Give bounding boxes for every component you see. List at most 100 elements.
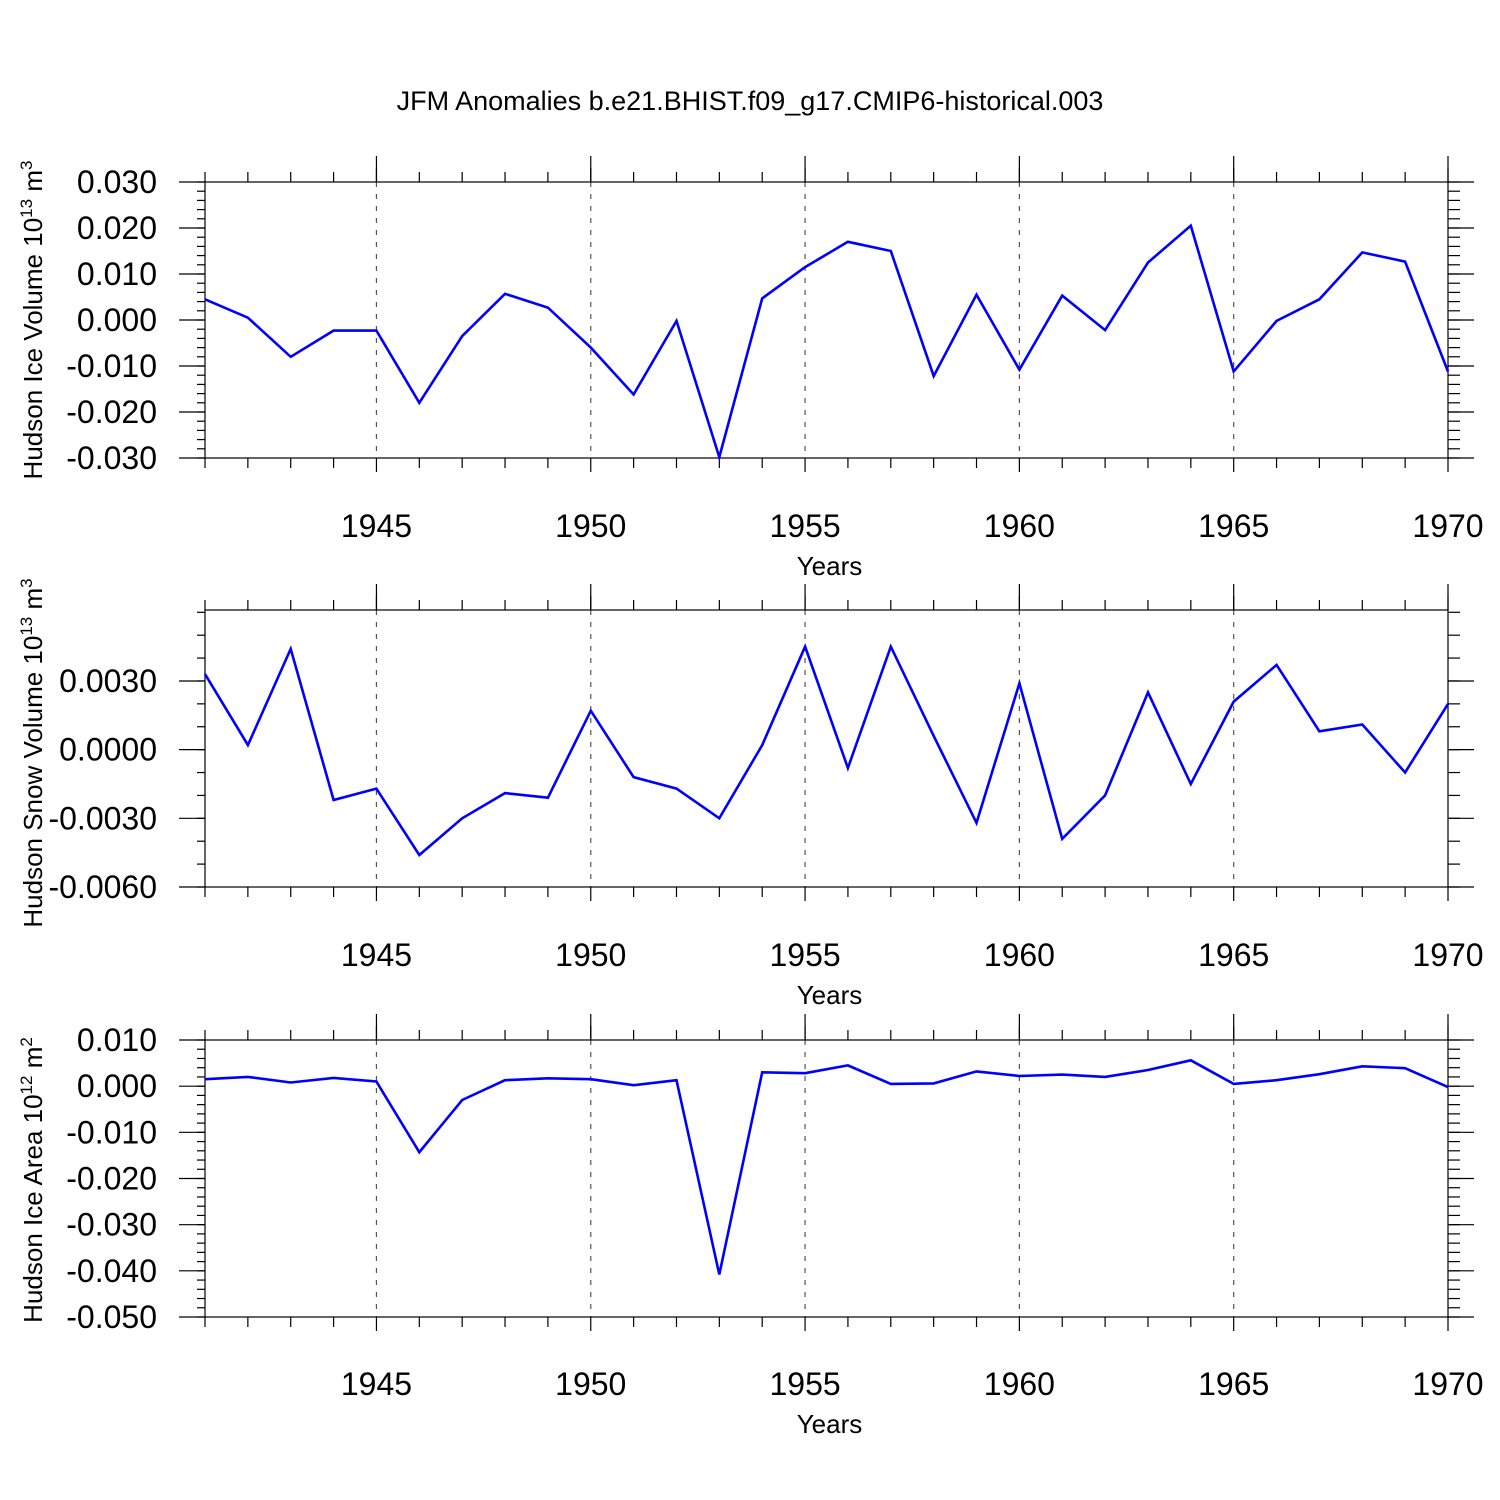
- snow-volume-y-axis-label-ylabel: Hudson Snow Volume 10: [18, 636, 48, 928]
- ice-area-data-point: [374, 1080, 378, 1084]
- snow-volume-x-axis-label: Years: [797, 980, 863, 1010]
- ice-volume-y-axis-label-ylabel-unit-exp: 3: [17, 161, 36, 170]
- ice-area-data-point: [589, 1077, 593, 1081]
- ice-area-data-point: [674, 1078, 678, 1082]
- ice-area-y-axis-label-ylabel-unit: m: [18, 1047, 48, 1076]
- snow-volume-y-axis-label-ylabel-unit: m: [18, 588, 48, 617]
- snow-volume-xtick-label: 1970: [1412, 937, 1483, 973]
- ice-volume-xtick-label: 1960: [984, 508, 1055, 544]
- ice-volume-series-line: [204, 223, 1450, 462]
- ice-area-data-point: [1017, 1074, 1021, 1078]
- snow-volume-data-point: [1017, 681, 1021, 685]
- ice-area-data-point: [760, 1070, 764, 1074]
- ice-volume-data-point: [289, 355, 293, 359]
- ice-area-data-point: [546, 1076, 550, 1080]
- snow-volume-data-point: [589, 709, 593, 713]
- ice-volume-data-point: [1146, 261, 1150, 265]
- ice-area-ytick-label: 0.000: [77, 1068, 157, 1104]
- ice-area-data-point: [975, 1069, 979, 1073]
- snow-volume-ytick-label: -0.0060: [48, 869, 157, 905]
- ice-volume-ytick-label: -0.020: [66, 394, 157, 430]
- ice-volume-y-axis-label-ylabel-unit: m: [18, 170, 48, 199]
- ice-volume-data-point: [246, 316, 250, 320]
- snow-volume-data-point: [1360, 722, 1364, 726]
- ice-area-data-point: [203, 1077, 207, 1081]
- snow-volume-ytick-label: 0.0000: [59, 732, 157, 768]
- snow-volume-plot-frame: [204, 609, 1449, 888]
- ice-volume-ytick-label: 0.030: [77, 164, 157, 200]
- ice-volume-data-point: [1317, 297, 1321, 301]
- ice-volume-data-point: [1403, 260, 1407, 264]
- ice-volume-data-point: [1189, 224, 1193, 228]
- ice-area-data-point: [1360, 1064, 1364, 1068]
- ice-volume-data-point: [1103, 328, 1107, 332]
- ice-volume-xtick-label: 1965: [1198, 508, 1269, 544]
- ice-volume-data-point: [460, 334, 464, 338]
- ice-volume-data-point: [374, 329, 378, 333]
- ice-volume-data-point: [1060, 294, 1064, 298]
- ice-area-data-point: [289, 1080, 293, 1084]
- snow-volume-data-point: [803, 645, 807, 649]
- ice-volume-data-point: [975, 293, 979, 297]
- ice-volume-data-point: [1360, 250, 1364, 254]
- ice-area-data-point: [717, 1273, 721, 1277]
- ice-volume-ytick-label: -0.010: [66, 348, 157, 384]
- ice-volume-y-axis-label-ylabel: Hudson Ice Volume 10: [18, 218, 48, 480]
- ice-area-y-axis-label: Hudson Ice Area 1012 m2: [17, 1037, 48, 1323]
- ice-area-xtick-label: 1945: [341, 1366, 412, 1402]
- snow-volume-ytick-label: 0.0030: [59, 663, 157, 699]
- ice-area-data-point: [246, 1075, 250, 1079]
- ice-area-data-point: [1189, 1058, 1193, 1062]
- ice-volume-xtick-label: 1955: [769, 508, 840, 544]
- snow-volume-data-point: [1103, 793, 1107, 797]
- snow-volume-data-point: [203, 672, 207, 676]
- ice-volume-data-point: [674, 319, 678, 323]
- ice-volume-data-point: [932, 374, 936, 378]
- ice-area-xtick-label: 1965: [1198, 1366, 1269, 1402]
- ice-volume-ytick-label: 0.020: [77, 210, 157, 246]
- ice-area-data-point: [803, 1071, 807, 1075]
- snow-volume-data-point: [1232, 700, 1236, 704]
- ice-volume-data-point: [846, 240, 850, 244]
- ice-area-xtick-label: 1955: [769, 1366, 840, 1402]
- snow-volume-data-point: [932, 734, 936, 738]
- snow-volume-xtick-label: 1965: [1198, 937, 1269, 973]
- ice-volume-data-point: [546, 306, 550, 310]
- ice-area-ytick-label: -0.040: [66, 1253, 157, 1289]
- ice-area-data-point: [417, 1150, 421, 1154]
- ice-area-ytick-label: -0.010: [66, 1114, 157, 1150]
- ice-volume-data-point: [889, 249, 893, 253]
- ice-volume-xtick-label: 1970: [1412, 508, 1483, 544]
- ice-area-data-point: [1232, 1082, 1236, 1086]
- ice-area-ytick-label: 0.010: [77, 1022, 157, 1058]
- ice-area-data-point: [846, 1063, 850, 1067]
- ice-area-data-point: [1275, 1078, 1279, 1082]
- snow-volume-data-point: [1446, 702, 1450, 706]
- ice-area-xtick-label: 1960: [984, 1366, 1055, 1402]
- ice-volume-ytick-label: 0.010: [77, 256, 157, 292]
- snow-volume-data-point: [1317, 729, 1321, 733]
- ice-area-data-point: [1403, 1066, 1407, 1070]
- snow-volume-series-line: [203, 643, 1450, 857]
- snow-volume-data-point: [460, 816, 464, 820]
- ice-area-data-point: [632, 1083, 636, 1087]
- ice-volume-data-point: [1275, 319, 1279, 323]
- ice-volume-data-point: [803, 265, 807, 269]
- ice-volume-xtick-label: 1945: [341, 508, 412, 544]
- ice-area-data-point: [1103, 1075, 1107, 1079]
- snow-volume-data-point: [246, 743, 250, 747]
- ice-area-data-point: [1146, 1068, 1150, 1072]
- snow-volume-xtick-label: 1955: [769, 937, 840, 973]
- snow-volume-data-point: [417, 853, 421, 857]
- snow-volume-data-point: [546, 796, 550, 800]
- ice-volume-data-point: [717, 455, 721, 459]
- ice-area-ytick-label: -0.050: [66, 1299, 157, 1335]
- ice-volume-data-point: [203, 297, 207, 301]
- ice-volume-y-axis-label: Hudson Ice Volume 1013 m3: [17, 161, 48, 480]
- snow-volume-data-point: [1060, 837, 1064, 841]
- ice-area-series-line: [204, 1058, 1449, 1275]
- snow-volume-data-point: [289, 647, 293, 651]
- snow-volume-xtick-label: 1960: [984, 937, 1055, 973]
- snow-volume-data-point: [1189, 782, 1193, 786]
